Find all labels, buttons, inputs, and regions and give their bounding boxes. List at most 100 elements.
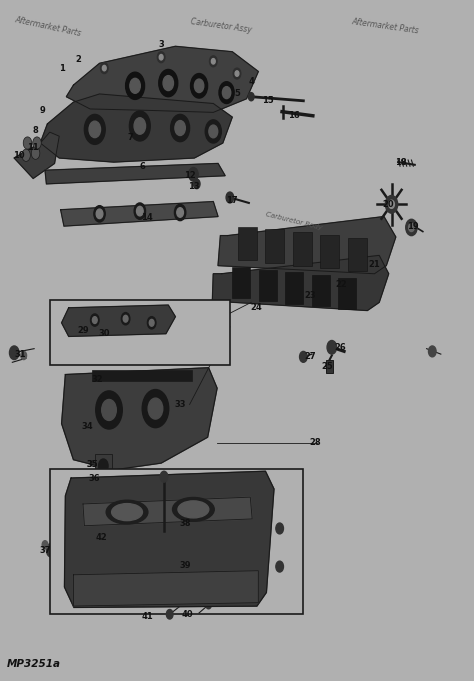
Polygon shape bbox=[83, 497, 252, 526]
Polygon shape bbox=[61, 202, 218, 226]
Ellipse shape bbox=[173, 497, 214, 522]
Circle shape bbox=[327, 340, 337, 354]
Circle shape bbox=[46, 543, 56, 557]
Circle shape bbox=[129, 111, 150, 141]
Bar bbox=[320, 235, 339, 268]
Circle shape bbox=[385, 195, 398, 213]
Polygon shape bbox=[40, 94, 232, 162]
Circle shape bbox=[248, 93, 254, 101]
Text: MP3251a: MP3251a bbox=[7, 659, 61, 669]
Text: 14: 14 bbox=[141, 213, 153, 223]
Text: 21: 21 bbox=[369, 259, 380, 269]
Circle shape bbox=[102, 400, 116, 420]
Circle shape bbox=[92, 317, 97, 323]
Circle shape bbox=[157, 52, 165, 63]
Circle shape bbox=[23, 137, 32, 149]
Circle shape bbox=[99, 459, 108, 473]
Text: Aftermarket Parts: Aftermarket Parts bbox=[351, 17, 419, 35]
Bar bbox=[312, 275, 330, 306]
Circle shape bbox=[189, 168, 198, 181]
Text: 35: 35 bbox=[87, 460, 98, 469]
Text: 39: 39 bbox=[179, 560, 191, 570]
Circle shape bbox=[96, 209, 103, 219]
Text: 26: 26 bbox=[335, 343, 346, 352]
Circle shape bbox=[226, 192, 234, 203]
Bar bbox=[338, 278, 356, 309]
Text: Carburetor Body: Carburetor Body bbox=[265, 211, 323, 231]
Circle shape bbox=[31, 147, 40, 159]
Circle shape bbox=[166, 609, 173, 619]
Bar bbox=[232, 267, 250, 298]
Bar bbox=[293, 232, 312, 266]
Text: 5: 5 bbox=[234, 89, 240, 99]
Circle shape bbox=[100, 63, 108, 74]
Text: 16: 16 bbox=[288, 111, 300, 121]
Ellipse shape bbox=[106, 500, 148, 524]
Text: 31: 31 bbox=[14, 349, 26, 359]
Text: 25: 25 bbox=[321, 362, 333, 371]
Text: 2: 2 bbox=[75, 54, 81, 64]
Circle shape bbox=[206, 601, 211, 609]
Bar bbox=[348, 238, 367, 271]
Circle shape bbox=[406, 219, 417, 236]
Circle shape bbox=[389, 200, 394, 208]
Circle shape bbox=[33, 137, 41, 149]
Text: 10: 10 bbox=[13, 151, 25, 160]
Ellipse shape bbox=[112, 504, 142, 521]
Circle shape bbox=[159, 69, 178, 97]
Circle shape bbox=[134, 118, 146, 134]
Circle shape bbox=[89, 121, 100, 138]
Polygon shape bbox=[14, 132, 59, 178]
Circle shape bbox=[42, 541, 48, 549]
Text: 1: 1 bbox=[59, 63, 64, 73]
Circle shape bbox=[147, 317, 156, 329]
Text: 19: 19 bbox=[407, 221, 418, 231]
Circle shape bbox=[428, 346, 436, 357]
Text: 36: 36 bbox=[88, 473, 100, 483]
Bar bbox=[92, 370, 192, 381]
Bar bbox=[50, 469, 303, 614]
Text: 18: 18 bbox=[395, 157, 406, 167]
Circle shape bbox=[102, 65, 106, 71]
Circle shape bbox=[163, 76, 173, 91]
Text: 28: 28 bbox=[310, 438, 321, 447]
Circle shape bbox=[209, 125, 218, 138]
Circle shape bbox=[210, 56, 217, 67]
Bar bbox=[50, 300, 230, 365]
Circle shape bbox=[300, 351, 307, 362]
Circle shape bbox=[94, 206, 105, 222]
Text: 3: 3 bbox=[158, 39, 164, 49]
Circle shape bbox=[193, 179, 200, 189]
Bar bbox=[326, 360, 333, 373]
Text: Carburetor Assy: Carburetor Assy bbox=[190, 17, 252, 35]
Text: 20: 20 bbox=[383, 200, 394, 209]
Circle shape bbox=[84, 114, 105, 144]
Polygon shape bbox=[73, 571, 258, 606]
Polygon shape bbox=[212, 255, 389, 311]
Bar bbox=[259, 270, 277, 301]
Circle shape bbox=[134, 203, 146, 219]
Text: 35: 35 bbox=[87, 460, 98, 469]
Circle shape bbox=[175, 121, 185, 136]
Circle shape bbox=[148, 398, 163, 419]
Circle shape bbox=[171, 114, 190, 142]
Circle shape bbox=[159, 54, 163, 60]
Ellipse shape bbox=[178, 501, 209, 518]
Circle shape bbox=[123, 315, 128, 322]
Circle shape bbox=[130, 78, 140, 93]
Polygon shape bbox=[218, 217, 396, 274]
Text: 22: 22 bbox=[336, 280, 347, 289]
Circle shape bbox=[21, 351, 27, 360]
Circle shape bbox=[191, 74, 208, 98]
Text: 17: 17 bbox=[227, 195, 238, 205]
Bar bbox=[238, 227, 257, 260]
Text: 29: 29 bbox=[77, 326, 89, 335]
Circle shape bbox=[142, 390, 169, 428]
Text: 32: 32 bbox=[91, 375, 103, 385]
Circle shape bbox=[235, 71, 239, 76]
Text: Aftermarket Parts: Aftermarket Parts bbox=[14, 15, 82, 38]
Circle shape bbox=[96, 391, 122, 429]
Bar bbox=[285, 272, 303, 304]
Circle shape bbox=[126, 72, 145, 99]
Text: 38: 38 bbox=[179, 518, 191, 528]
